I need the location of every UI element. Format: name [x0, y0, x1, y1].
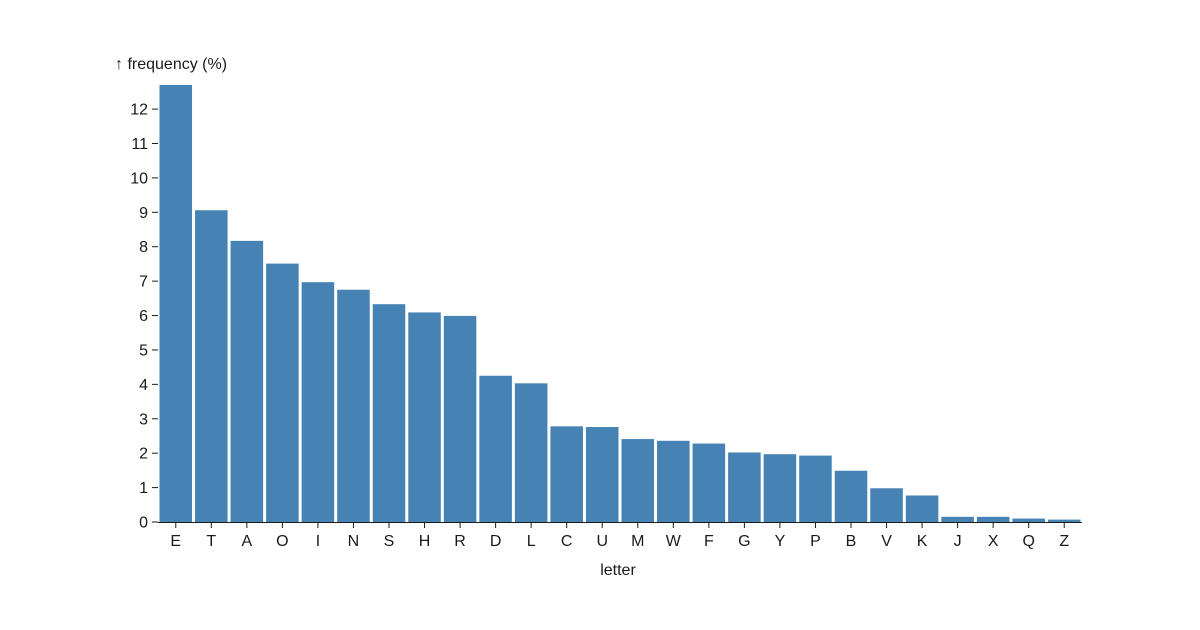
- bar-L: [514, 383, 548, 522]
- x-tick-label: E: [170, 533, 181, 550]
- bar-C: [550, 426, 583, 522]
- y-tick-label: 11: [131, 136, 148, 153]
- x-tick-label: S: [384, 533, 395, 550]
- x-tick-label: L: [527, 533, 536, 550]
- bar-G: [728, 452, 761, 522]
- x-tick-label: H: [419, 533, 431, 550]
- bar-K: [905, 495, 939, 522]
- bar-T: [195, 210, 228, 522]
- x-tick-label: B: [846, 533, 857, 550]
- y-tick-label: 0: [139, 515, 148, 532]
- y-tick-label: 12: [130, 102, 148, 119]
- x-tick-label: R: [454, 533, 466, 550]
- x-tick-label: F: [704, 533, 714, 550]
- x-tick-label: J: [954, 533, 962, 550]
- x-tick-label: P: [810, 533, 821, 550]
- y-tick-label: 4: [139, 377, 148, 394]
- bar-S: [372, 304, 406, 522]
- y-tick-label: 9: [139, 205, 148, 222]
- bar-H: [408, 312, 441, 522]
- bar-E: [159, 85, 193, 522]
- x-tick-label: O: [276, 533, 288, 550]
- x-tick-label: X: [988, 533, 999, 550]
- x-tick-label: Y: [775, 533, 786, 550]
- y-tick-label: 10: [130, 170, 148, 187]
- x-tick-label: V: [881, 533, 892, 550]
- bar-M: [621, 439, 655, 522]
- bar-V: [870, 488, 903, 522]
- bar-A: [230, 240, 264, 522]
- x-tick-label: G: [738, 533, 750, 550]
- x-tick-label: N: [348, 533, 360, 550]
- bar-P: [799, 455, 832, 522]
- x-tick-label: Z: [1059, 533, 1069, 550]
- x-axis-title: letter: [600, 562, 636, 579]
- y-tick-label: 8: [139, 239, 148, 256]
- bar-Q: [1012, 518, 1045, 522]
- bar-R: [443, 315, 477, 522]
- x-tick-label: M: [631, 533, 644, 550]
- x-tick-label: I: [316, 533, 320, 550]
- bar-U: [585, 427, 619, 522]
- y-tick-label: 6: [139, 308, 148, 325]
- bar-W: [657, 440, 690, 522]
- x-tick-label: A: [242, 533, 253, 550]
- x-tick-label: W: [666, 533, 682, 550]
- x-tick-label: U: [596, 533, 608, 550]
- x-tick-label: Q: [1022, 533, 1034, 550]
- bar-I: [301, 282, 335, 522]
- bars: [159, 85, 1081, 522]
- bar-J: [941, 516, 974, 522]
- x-tick-label: K: [917, 533, 928, 550]
- y-tick-label: 2: [139, 446, 148, 463]
- bar-D: [479, 375, 512, 522]
- bar-F: [692, 443, 726, 522]
- y-axis-title: ↑ frequency (%): [115, 56, 227, 73]
- x-tick-label: C: [561, 533, 573, 550]
- y-tick-label: 3: [139, 411, 148, 428]
- bar-N: [337, 289, 370, 522]
- bar-X: [976, 516, 1010, 522]
- x-tick-label: D: [490, 533, 502, 550]
- y-tick-label: 7: [139, 274, 148, 291]
- y-tick-label: 5: [139, 342, 148, 359]
- bar-Z: [1047, 519, 1081, 522]
- bar-Y: [763, 454, 797, 522]
- x-tick-label: T: [206, 533, 216, 550]
- y-tick-label: 1: [139, 480, 148, 497]
- bar-O: [266, 263, 299, 522]
- bar-B: [834, 470, 868, 522]
